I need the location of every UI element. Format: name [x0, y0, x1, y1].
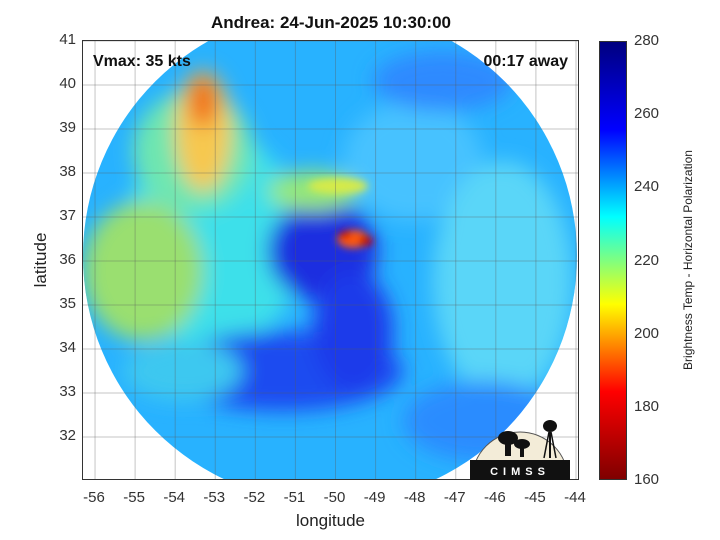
x-tick-label: -49 [363, 489, 386, 506]
vmax-label: Vmax: 35 kts [93, 53, 191, 70]
x-axis-label: longitude [295, 511, 365, 530]
x-tick-label: -46 [483, 489, 506, 506]
y-tick-label: 36 [59, 251, 76, 268]
x-tick-label: -50 [323, 489, 346, 506]
brightness-temp-map [83, 41, 578, 479]
y-tick-label: 35 [59, 295, 76, 312]
x-tick-label: -44 [564, 489, 586, 506]
y-tick-label: 38 [59, 163, 76, 180]
x-tick-label: -51 [283, 489, 306, 506]
colorbar-tick-label: 220 [634, 251, 660, 269]
x-tick-label: -52 [243, 489, 266, 506]
time-away-label: 00:17 away [483, 53, 568, 70]
colorbar-label: Brightness Temp - Horizontal Polarizatio… [681, 150, 695, 370]
x-tick-label: -54 [163, 489, 186, 506]
y-tick-label: 37 [59, 207, 76, 224]
cimss-logo: CIMSS [470, 420, 570, 480]
x-tick-label: -53 [203, 489, 226, 506]
colorbar-tick-label: 160 [634, 471, 660, 488]
x-tick-label: -56 [83, 489, 105, 506]
y-axis-label: latitude [31, 232, 50, 288]
y-tick-label: 40 [59, 75, 76, 92]
y-tick-label: 34 [59, 339, 76, 356]
colorbar-tick-label: 240 [634, 178, 660, 196]
y-tick-label: 32 [59, 427, 76, 444]
y-tick-label: 39 [59, 119, 76, 136]
colorbar-tick-label: 200 [634, 324, 660, 342]
colorbar [599, 41, 627, 480]
grid-lines [83, 41, 578, 479]
swath-image [83, 41, 577, 479]
map-plot-area [82, 40, 579, 480]
colorbar-tick-label: 180 [634, 397, 660, 415]
y-tick-label: 41 [59, 31, 76, 48]
x-tick-label: -47 [443, 489, 466, 506]
chart-title: Andrea: 24-Jun-2025 10:30:00 [210, 13, 451, 32]
x-tick-label: -48 [403, 489, 426, 506]
x-tick-label: -55 [123, 489, 145, 506]
colorbar-tick-label: 260 [634, 105, 660, 123]
logo-text: CIMSS [490, 466, 550, 478]
x-tick-label: -45 [524, 489, 546, 506]
y-tick-label: 33 [59, 383, 76, 400]
colorbar-tick-label: 280 [634, 32, 660, 49]
